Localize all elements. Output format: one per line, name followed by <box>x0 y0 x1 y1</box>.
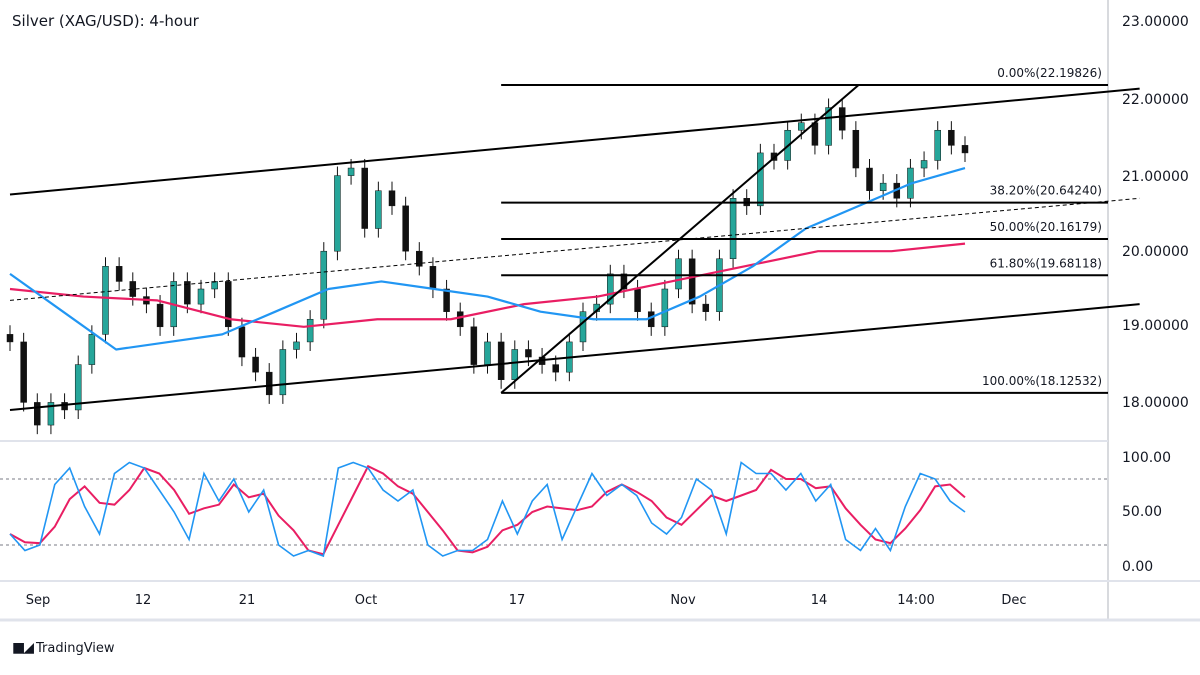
candle-body <box>579 311 587 343</box>
price-tick-label: 22.00000 <box>1122 92 1189 108</box>
candle-body <box>934 129 941 161</box>
candle-body <box>620 273 628 290</box>
candle-body <box>688 258 696 305</box>
candle-body <box>102 266 109 335</box>
candle-body <box>416 250 423 267</box>
slow-moving-average <box>9 242 966 328</box>
x-tick-label: Nov <box>670 593 696 608</box>
candle-body <box>265 371 273 396</box>
candle-body <box>388 190 396 207</box>
candle-body <box>702 303 710 312</box>
x-tick-label: 14:00 <box>897 593 935 608</box>
fib-level-label: 50.00%(20.16179) <box>990 220 1102 234</box>
candle-body <box>211 281 218 290</box>
candle-body <box>225 281 232 328</box>
candle-body <box>402 205 409 252</box>
candle-body <box>47 402 55 426</box>
candle-body <box>361 167 368 229</box>
x-tick-label: Sep <box>25 593 51 608</box>
fib-level-label: 61.80%(19.68118) <box>990 256 1102 270</box>
channel-upper-line <box>9 87 1140 196</box>
channel-lower-line <box>9 303 1140 411</box>
candle-body <box>320 250 328 320</box>
stoch-k-line <box>9 461 966 558</box>
price-tick-label: 21.00000 <box>1122 169 1189 185</box>
candle-body <box>156 303 164 328</box>
candle-body <box>757 152 764 207</box>
candle-body <box>838 107 846 131</box>
x-tick-label: 17 <box>508 593 526 608</box>
candle-body <box>443 288 450 312</box>
candle-body <box>866 167 873 191</box>
candle-body <box>470 326 478 365</box>
candle-body <box>197 288 205 305</box>
candle-body <box>811 122 819 146</box>
candle-body <box>74 364 82 411</box>
fast-moving-average <box>9 166 966 351</box>
brand-name: TradingView <box>36 640 115 656</box>
x-tick-label: 12 <box>134 593 152 608</box>
candle-body <box>661 288 669 328</box>
candle-body <box>184 281 191 305</box>
candle-body <box>34 402 41 426</box>
stoch-tick-label: 0.00 <box>1122 559 1154 575</box>
candle-body <box>334 175 341 252</box>
stoch-tick-label: 50.00 <box>1122 504 1163 520</box>
candle-body <box>306 318 314 343</box>
candle-body <box>347 167 355 176</box>
price-tick-label: 20.00000 <box>1122 244 1189 260</box>
price-tick-label: 23.00000 <box>1122 14 1189 30</box>
candle-body <box>456 311 464 328</box>
candle-body <box>798 122 805 131</box>
price-tick-label: 19.00000 <box>1122 318 1189 334</box>
candle-body <box>607 273 614 305</box>
candle-body <box>552 364 559 373</box>
candle-body <box>484 341 491 365</box>
x-tick-label: 14 <box>810 593 828 608</box>
candle-body <box>252 356 259 373</box>
fib-level-label: 100.00%(18.12532) <box>982 374 1102 388</box>
fib-level-label: 38.20%(20.64240) <box>990 184 1102 198</box>
tradingview-logo: ■◢ <box>12 640 34 656</box>
candle-body <box>279 349 287 396</box>
candle-body <box>497 341 505 380</box>
candle-body <box>961 145 969 154</box>
fib-level-label: 0.00%(22.19826) <box>997 66 1102 80</box>
candle-body <box>88 334 96 365</box>
candle-body <box>511 349 519 380</box>
candle-body <box>675 258 682 290</box>
candle-body <box>20 341 27 403</box>
candle-body <box>375 190 382 229</box>
x-tick-label: 21 <box>238 593 256 608</box>
candle-body <box>115 266 123 282</box>
x-tick-label: Dec <box>1001 593 1027 608</box>
price-tick-label: 18.00000 <box>1122 395 1189 411</box>
candle-body <box>6 334 14 343</box>
candle-body <box>429 266 437 290</box>
candle-body <box>825 107 832 146</box>
candle-body <box>293 341 300 350</box>
x-tick-label: Oct <box>354 593 378 608</box>
candle-body <box>729 198 737 260</box>
stoch-tick-label: 100.00 <box>1122 450 1171 466</box>
candle-body <box>852 129 860 169</box>
tradingview-brand: ■◢ TradingView <box>12 640 115 656</box>
candle-body <box>525 349 532 358</box>
candle-body <box>948 129 955 146</box>
candle-body <box>238 326 246 358</box>
candle-body <box>920 160 928 169</box>
candle-body <box>61 402 68 411</box>
candle-body <box>634 288 641 312</box>
candle-body <box>879 182 887 191</box>
channel-mid-dashed-line <box>9 197 1140 301</box>
chart-title: Silver (XAG/USD): 4-hour <box>12 12 199 30</box>
